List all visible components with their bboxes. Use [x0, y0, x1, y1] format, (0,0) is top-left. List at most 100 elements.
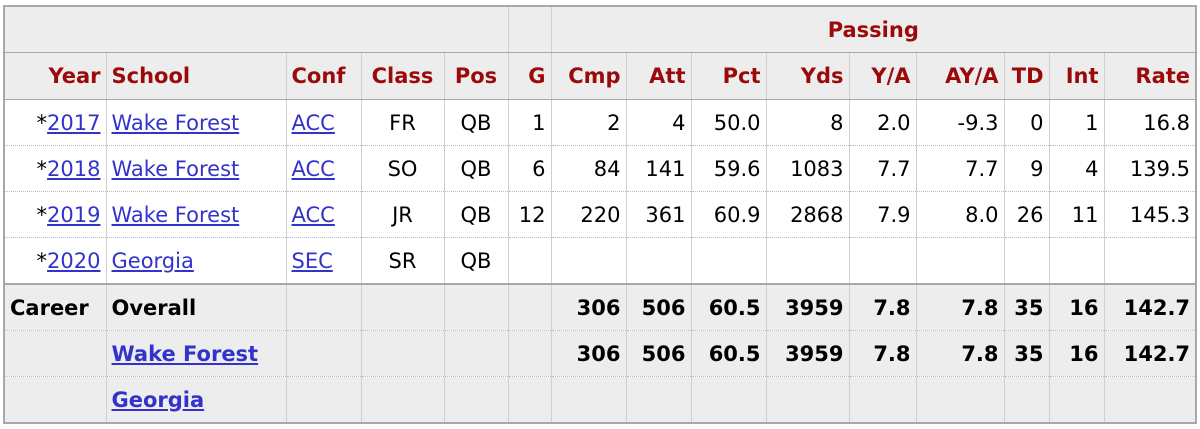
data-row: *2020 Georgia SEC SR QB	[3, 237, 1197, 284]
pos-cell: QB	[443, 237, 509, 284]
stat-cell: 506	[625, 330, 692, 377]
table-body: *2017 Wake Forest ACC FR QB 1 2 4 50.0 8 2.0 -9.3 0 1…	[3, 99, 1197, 284]
stat-cell: 60.5	[690, 283, 767, 331]
empty-cell	[507, 376, 552, 423]
empty-cell	[285, 330, 361, 377]
empty-cell	[507, 237, 552, 284]
empty-cell	[1103, 237, 1197, 284]
data-row: *2019 Wake Forest ACC JR QB 12 220 361 60.9 2868 7…	[3, 191, 1197, 238]
column-header: Cmp	[550, 52, 627, 100]
stat-cell: 4	[625, 99, 692, 146]
stat-cell: 16.8	[1103, 99, 1197, 146]
school-cell: Georgia	[105, 237, 286, 284]
stat-cell: 60.5	[690, 330, 767, 377]
stat-cell: 16	[1048, 330, 1105, 377]
stat-cell: 35	[1003, 283, 1050, 331]
stat-cell: 7.7	[848, 145, 917, 192]
pos-cell: QB	[443, 191, 509, 238]
stat-cell: 1	[1048, 99, 1105, 146]
stat-cell: 0	[1003, 99, 1050, 146]
column-header: Year	[3, 52, 106, 100]
school-link[interactable]: Georgia	[111, 248, 194, 273]
empty-cell	[285, 376, 361, 423]
stat-cell: 7.8	[915, 283, 1005, 331]
empty-cell	[360, 330, 444, 377]
stat-cell: 84	[550, 145, 627, 192]
year-cell: *2020	[3, 237, 106, 284]
group-header: Passing	[550, 6, 1197, 53]
conf-cell: ACC	[285, 145, 361, 192]
group-header-row: Passing	[3, 6, 1197, 53]
conf-cell: ACC	[285, 99, 361, 146]
stat-cell: 59.6	[690, 145, 767, 192]
stat-cell: 9	[1003, 145, 1050, 192]
stat-cell: 142.7	[1103, 330, 1197, 377]
table-foot: Career Overall 306 506 60.5 3959 7.8 7.8 35 16 142…	[3, 283, 1197, 423]
empty-cell	[1048, 237, 1105, 284]
column-header: Pct	[690, 52, 767, 100]
column-header: G	[507, 52, 552, 100]
stat-cell: 12	[507, 191, 552, 238]
stat-cell: 8.0	[915, 191, 1005, 238]
school-link[interactable]: Wake Forest	[111, 202, 240, 227]
empty-cell	[1103, 376, 1197, 423]
column-header: Att	[625, 52, 692, 100]
class-cell: JR	[360, 191, 444, 238]
conf-link[interactable]: ACC	[291, 156, 335, 181]
column-header: Class	[360, 52, 444, 100]
empty-cell	[765, 237, 850, 284]
year-cell: *2017	[3, 99, 106, 146]
empty-cell	[443, 376, 509, 423]
conf-link[interactable]: ACC	[291, 110, 335, 135]
stat-cell: 1	[507, 99, 552, 146]
conf-link[interactable]: ACC	[291, 202, 335, 227]
school-link[interactable]: Georgia	[111, 387, 205, 412]
pos-cell: QB	[443, 99, 509, 146]
school-cell: Georgia	[105, 376, 286, 423]
empty-cell	[443, 330, 509, 377]
stat-cell: 7.9	[848, 191, 917, 238]
total-row: Career Overall 306 506 60.5 3959 7.8 7.8 35 16 142…	[3, 283, 1197, 331]
school-cell: Wake Forest	[105, 99, 286, 146]
stat-cell: 35	[1003, 330, 1050, 377]
empty-cell	[507, 330, 552, 377]
total-label: Career	[3, 283, 106, 331]
year-link[interactable]: 2020	[47, 248, 101, 273]
stat-cell: 7.7	[915, 145, 1005, 192]
pos-cell: QB	[443, 145, 509, 192]
school-cell: Overall	[105, 283, 286, 331]
empty-cell	[690, 376, 767, 423]
empty-cell	[3, 330, 106, 377]
school-link[interactable]: Wake Forest	[111, 110, 240, 135]
empty-cell	[443, 283, 509, 331]
stat-cell: 139.5	[1103, 145, 1197, 192]
column-header: TD	[1003, 52, 1050, 100]
school-link[interactable]: Wake Forest	[111, 156, 240, 181]
conf-link[interactable]: SEC	[291, 248, 333, 273]
data-row: *2017 Wake Forest ACC FR QB 1 2 4 50.0 8 2.0 -9.3 0 1…	[3, 99, 1197, 146]
empty-cell	[507, 283, 552, 331]
year-link[interactable]: 2019	[47, 202, 101, 227]
stat-cell: 7.8	[848, 283, 917, 331]
total-row: Wake Forest 306 506 60.5 3959 7.8 7.8 35 16 142.7	[3, 330, 1197, 377]
blank-header	[3, 6, 509, 53]
year-link[interactable]: 2017	[47, 110, 101, 135]
year-cell: *2019	[3, 191, 106, 238]
empty-cell	[360, 283, 444, 331]
stat-cell: 6	[507, 145, 552, 192]
marker: *	[36, 110, 48, 135]
column-header-row: Year School Conf Class Pos G Cmp Att Pct Yds Y/A AY…	[3, 52, 1197, 100]
stat-cell: 2.0	[848, 99, 917, 146]
conf-cell: SEC	[285, 237, 361, 284]
empty-cell	[625, 237, 692, 284]
year-link[interactable]: 2018	[47, 156, 101, 181]
empty-cell	[765, 376, 850, 423]
empty-cell	[550, 237, 627, 284]
column-header: Pos	[443, 52, 509, 100]
stat-cell: -9.3	[915, 99, 1005, 146]
stat-cell: 7.8	[848, 330, 917, 377]
school-link[interactable]: Wake Forest	[111, 341, 259, 366]
column-header: Yds	[765, 52, 850, 100]
empty-cell	[915, 376, 1005, 423]
